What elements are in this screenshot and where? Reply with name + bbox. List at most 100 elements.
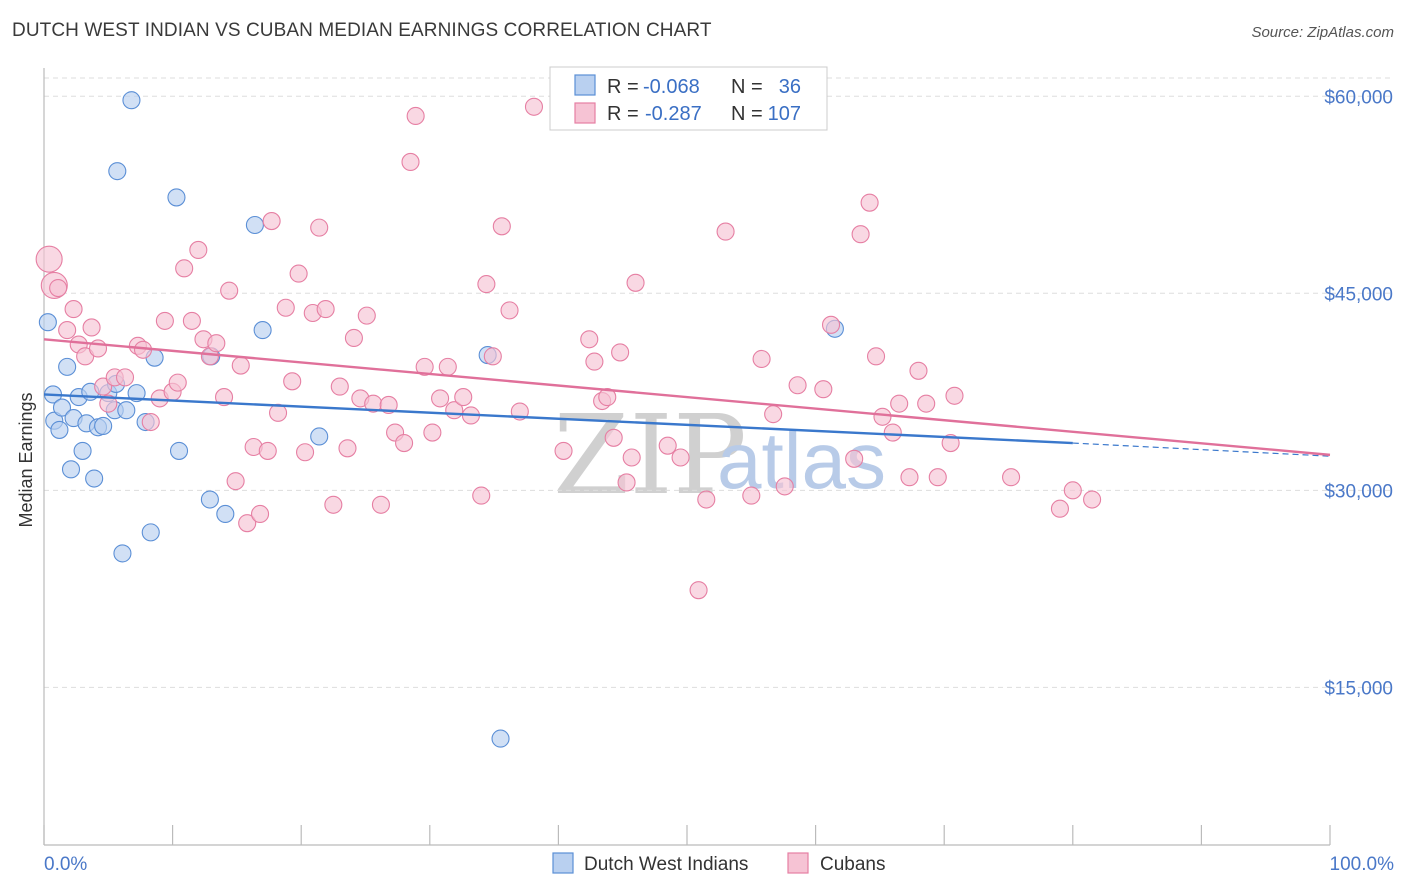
point-blue (245, 215, 264, 235)
trend-lines (43, 338, 1331, 457)
point-pink (483, 347, 502, 366)
point-pink (115, 368, 135, 387)
point-pink (220, 281, 239, 300)
point-pink (406, 106, 425, 126)
point-blue (127, 384, 146, 403)
point-pink (626, 273, 645, 292)
point-pink (917, 394, 936, 413)
point-pink (168, 373, 187, 392)
chart-title: DUTCH WEST INDIAN VS CUBAN MEDIAN EARNIN… (12, 20, 712, 41)
point-pink (338, 439, 357, 458)
point-pink (310, 218, 329, 237)
point-pink (554, 441, 573, 460)
point-pink (1050, 499, 1069, 518)
stats-legend-r-label-pink: R = (607, 103, 639, 125)
point-blue (117, 401, 136, 420)
point-pink (238, 514, 257, 533)
point-pink (900, 468, 919, 487)
point-pink (492, 217, 511, 236)
point-pink (155, 311, 174, 330)
point-blue (141, 523, 160, 542)
point-pink (883, 423, 902, 442)
point-pink (617, 473, 636, 492)
data-points (35, 91, 1102, 748)
point-pink (845, 449, 864, 468)
point-pink (524, 97, 544, 116)
point-pink (258, 441, 277, 460)
point-blue (73, 441, 92, 460)
point-pink (598, 388, 617, 407)
point-pink (716, 222, 735, 241)
series-legend: Dutch West Indians Cubans (552, 852, 886, 875)
point-pink (276, 298, 295, 317)
point-blue (61, 460, 81, 479)
point-pink (873, 407, 892, 426)
point-pink (438, 357, 457, 376)
point-pink (401, 152, 420, 171)
point-pink (316, 300, 335, 319)
point-pink (262, 212, 281, 231)
point-pink (477, 275, 496, 294)
point-pink (866, 347, 886, 366)
stats-legend-swatch-blue (574, 74, 596, 96)
point-blue (491, 729, 510, 748)
axes: $15,000 $30,000 $45,000 $60,000 (43, 68, 1393, 846)
point-pink (909, 361, 928, 380)
point-pink (344, 328, 363, 348)
point-pink (226, 472, 245, 491)
point-pink (283, 372, 302, 391)
point-blue (310, 427, 329, 446)
point-pink (764, 405, 783, 424)
point-pink (611, 343, 630, 362)
point-pink (860, 193, 879, 212)
x-tick-label-min: 0.0% (44, 854, 87, 875)
point-pink (207, 334, 226, 353)
point-pink (775, 477, 794, 496)
point-pink (250, 504, 270, 524)
point-blue (167, 188, 186, 207)
point-pink (472, 486, 491, 505)
point-pink (821, 315, 841, 334)
point-pink (585, 352, 604, 371)
gridlines (44, 77, 1394, 688)
point-pink (423, 423, 442, 442)
point-pink (415, 357, 434, 376)
point-blue (113, 544, 132, 563)
series-legend-swatch-dutch-west-indians (552, 852, 574, 874)
point-pink (1083, 490, 1102, 509)
series-legend-label-dutch-west-indians: Dutch West Indians (584, 854, 748, 875)
point-pink (604, 428, 623, 447)
point-blue (169, 441, 189, 460)
point-pink (379, 395, 398, 415)
point-blue (52, 398, 72, 417)
point-pink (141, 412, 160, 432)
y-tick-label: $15,000 (1324, 678, 1393, 699)
point-pink (689, 581, 708, 600)
point-pink (500, 301, 519, 320)
point-pink (941, 434, 960, 453)
point-blue (122, 91, 141, 110)
series-legend-swatch-cubans (787, 852, 809, 874)
point-pink (945, 386, 964, 405)
point-pink (49, 279, 68, 298)
trend-line-dutch-west-indians-extension (1072, 442, 1331, 457)
point-pink (890, 394, 909, 413)
stats-legend-n-label-pink: N = (731, 103, 763, 125)
point-pink (1063, 481, 1082, 500)
stats-legend-r-label-blue: R = (607, 76, 639, 98)
point-pink (814, 380, 833, 399)
stats-legend-r-value-blue: -0.068 (643, 76, 700, 98)
point-pink (231, 356, 250, 375)
point-pink (622, 448, 641, 467)
point-pink (671, 448, 690, 467)
point-pink (182, 311, 201, 330)
point-pink (214, 388, 234, 407)
stats-legend-swatch-pink (574, 102, 596, 124)
stats-legend: R = -0.068 N = 36 R = -0.287 N = 107 (549, 66, 828, 131)
stats-legend-r-value-pink: -0.287 (645, 103, 702, 125)
point-blue (253, 321, 272, 340)
point-pink (752, 349, 771, 369)
point-pink (324, 495, 343, 514)
point-pink (788, 376, 807, 395)
